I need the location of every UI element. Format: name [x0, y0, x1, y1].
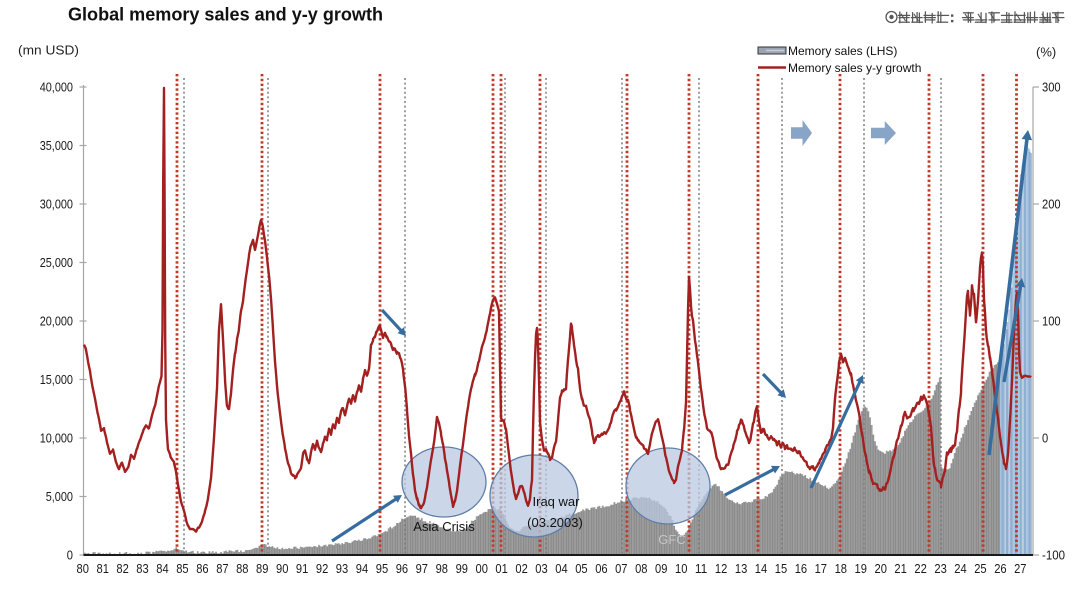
svg-text:Global memory sales and y-y gr: Global memory sales and y-y growth — [68, 5, 383, 25]
svg-text:(mn USD): (mn USD) — [18, 43, 79, 58]
svg-text:100: 100 — [1042, 314, 1061, 329]
svg-text:23: 23 — [934, 561, 946, 576]
svg-text:91: 91 — [296, 561, 308, 576]
svg-text:97: 97 — [416, 561, 428, 576]
svg-text:15: 15 — [775, 561, 787, 576]
svg-text:18: 18 — [835, 561, 847, 576]
svg-text:95: 95 — [376, 561, 388, 576]
svg-text:08: 08 — [635, 561, 647, 576]
svg-text:27: 27 — [1014, 561, 1026, 576]
svg-text:0: 0 — [1042, 431, 1048, 446]
svg-text:20,000: 20,000 — [40, 314, 73, 329]
svg-text:22: 22 — [914, 561, 926, 576]
svg-text:04: 04 — [555, 561, 567, 576]
svg-text:80: 80 — [77, 561, 89, 576]
svg-text:84: 84 — [156, 561, 168, 576]
svg-text:86: 86 — [196, 561, 208, 576]
svg-text:01: 01 — [495, 561, 507, 576]
svg-text:98: 98 — [436, 561, 448, 576]
svg-text:85: 85 — [176, 561, 188, 576]
svg-text:40,000: 40,000 — [40, 80, 73, 95]
svg-text:16: 16 — [795, 561, 807, 576]
svg-text:24: 24 — [954, 561, 966, 576]
svg-text:89: 89 — [256, 561, 268, 576]
svg-text:(%): (%) — [1036, 45, 1056, 60]
svg-text:Memory sales (LHS): Memory sales (LHS) — [788, 44, 897, 58]
svg-text:83: 83 — [136, 561, 148, 576]
svg-text:Memory sales y-y growth: Memory sales y-y growth — [788, 61, 921, 75]
svg-text:5,000: 5,000 — [46, 489, 73, 504]
svg-text:02: 02 — [515, 561, 527, 576]
svg-text:93: 93 — [336, 561, 348, 576]
svg-text:03: 03 — [535, 561, 547, 576]
svg-text:10,000: 10,000 — [40, 431, 73, 446]
svg-text:17: 17 — [815, 561, 827, 576]
svg-text:88: 88 — [236, 561, 248, 576]
svg-text:15,000: 15,000 — [40, 372, 73, 387]
svg-text:-100: -100 — [1042, 548, 1065, 563]
svg-text:200: 200 — [1042, 197, 1061, 212]
svg-text:13: 13 — [735, 561, 747, 576]
svg-text:12: 12 — [715, 561, 727, 576]
svg-text:99: 99 — [456, 561, 468, 576]
svg-text:26: 26 — [994, 561, 1006, 576]
svg-text:00: 00 — [476, 561, 488, 576]
svg-text:87: 87 — [216, 561, 228, 576]
svg-text:GFC: GFC — [658, 532, 685, 547]
svg-text:Asia Crisis: Asia Crisis — [413, 519, 475, 534]
svg-text:0: 0 — [67, 548, 73, 563]
svg-text:(03.2003): (03.2003) — [527, 515, 583, 530]
svg-text:Iraq war: Iraq war — [533, 494, 581, 509]
svg-text:14: 14 — [755, 561, 767, 576]
svg-text:25,000: 25,000 — [40, 255, 73, 270]
svg-text:20: 20 — [875, 561, 887, 576]
svg-text:82: 82 — [116, 561, 128, 576]
svg-text:11: 11 — [695, 561, 707, 576]
svg-text:19: 19 — [855, 561, 867, 576]
svg-text:05: 05 — [575, 561, 587, 576]
svg-text:21: 21 — [894, 561, 906, 576]
svg-text:25: 25 — [974, 561, 986, 576]
svg-text:07: 07 — [615, 561, 627, 576]
svg-text:92: 92 — [316, 561, 328, 576]
svg-text:30,000: 30,000 — [40, 197, 73, 212]
svg-text:90: 90 — [276, 561, 288, 576]
svg-text:300: 300 — [1042, 80, 1061, 95]
svg-text:96: 96 — [396, 561, 408, 576]
svg-text:06: 06 — [595, 561, 607, 576]
svg-text:10: 10 — [675, 561, 687, 576]
svg-text:94: 94 — [356, 561, 368, 576]
svg-text:81: 81 — [97, 561, 109, 576]
svg-text:35,000: 35,000 — [40, 138, 73, 153]
svg-text:09: 09 — [655, 561, 667, 576]
